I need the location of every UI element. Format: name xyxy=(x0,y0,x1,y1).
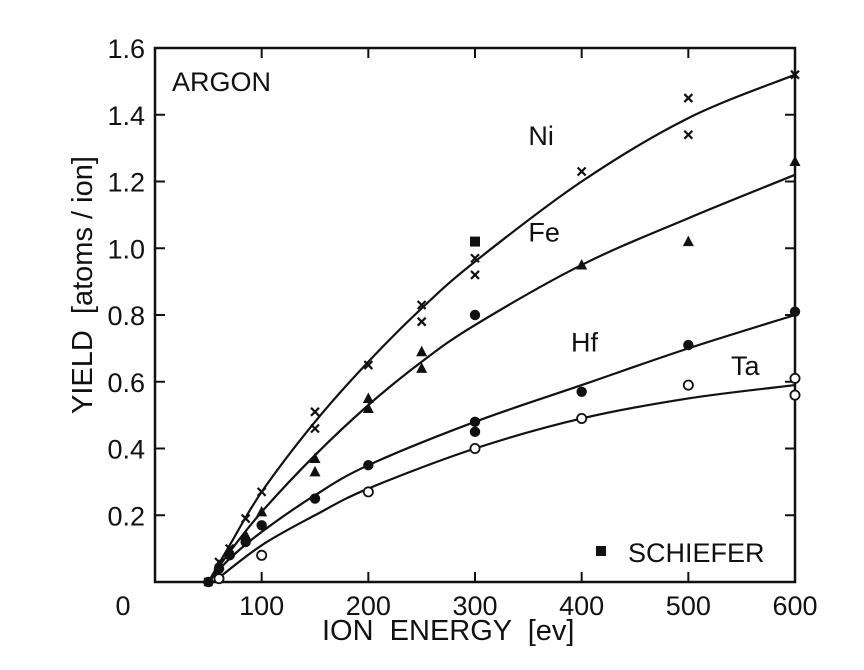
x-tick-label: 500 xyxy=(666,591,711,621)
legend-marker xyxy=(596,546,606,556)
point-ta xyxy=(469,442,481,454)
point-fe xyxy=(682,235,694,247)
point-hf xyxy=(469,426,481,438)
point-ni xyxy=(310,423,320,434)
point-ni-stroke xyxy=(416,300,427,310)
y-tick-label: 1.2 xyxy=(107,168,145,198)
y-tick-label: 0.8 xyxy=(107,301,145,331)
curve-fe xyxy=(207,173,796,583)
point-ni-stroke xyxy=(310,407,320,417)
point-fe xyxy=(256,505,268,517)
legend-label: SCHIEFER xyxy=(628,538,765,568)
point-ni xyxy=(790,69,800,80)
point-ni xyxy=(416,316,427,327)
point-ni xyxy=(470,253,480,264)
point-hf xyxy=(789,306,801,317)
point-ni-stroke xyxy=(683,93,694,103)
point-ni-stroke xyxy=(470,270,480,280)
point-ta xyxy=(789,389,801,401)
y-tick-label: 0.4 xyxy=(107,435,145,465)
point-hf xyxy=(224,550,235,561)
markers-group xyxy=(203,69,801,588)
point-ta xyxy=(682,379,694,391)
x-tick-label: 600 xyxy=(772,591,817,621)
point-ta xyxy=(789,372,801,384)
point-ni xyxy=(240,513,251,524)
point-ni xyxy=(683,93,694,103)
y-tick-label: 1.6 xyxy=(107,34,145,64)
point-ni xyxy=(470,270,480,280)
point-fe xyxy=(309,452,321,464)
point-hf xyxy=(469,416,481,427)
x-tick-label: 300 xyxy=(452,591,497,621)
point-hf xyxy=(469,309,481,321)
point-ni xyxy=(363,360,374,370)
point-hf xyxy=(240,536,251,548)
point-ni-stroke xyxy=(470,253,480,264)
axes-group: 0 100 200 300 400 500 600 0.2 0.4 0.6 0.8 1.0 1.2 1.4… xyxy=(107,34,817,621)
x-axis-label: ION ENERGY [ev] xyxy=(322,615,574,647)
panel-label: ARGON xyxy=(172,67,271,97)
point-ni-stroke xyxy=(576,166,587,177)
point-ta xyxy=(256,549,268,561)
y-tick-label: 1.4 xyxy=(107,101,145,131)
point-hf xyxy=(683,339,694,351)
point-hf xyxy=(256,520,267,531)
point-fe xyxy=(362,392,374,403)
point-hf xyxy=(309,493,321,504)
point-fe xyxy=(416,362,428,373)
point-hf xyxy=(576,386,587,397)
point-ni-stroke xyxy=(416,316,427,327)
point-ta xyxy=(213,573,225,585)
y-tick-label: 1.0 xyxy=(107,234,145,264)
x-tick-label: 0 xyxy=(115,591,130,621)
point-ni xyxy=(576,166,587,177)
point-ni xyxy=(310,407,320,417)
point-ni-stroke xyxy=(240,513,251,524)
y-axis-label: YIELD [atoms / ion] xyxy=(67,156,99,414)
point-fe xyxy=(789,155,801,166)
point-ni-stroke xyxy=(683,129,694,140)
x-tick-label: 400 xyxy=(559,591,604,621)
point-fe xyxy=(362,402,374,413)
curve-label-hf: Hf xyxy=(571,328,598,358)
x-tick-label: 200 xyxy=(346,591,391,621)
curve-ni xyxy=(207,73,796,583)
point-ni xyxy=(256,487,267,497)
curve-label-ni: Ni xyxy=(528,121,554,151)
point-schiefer xyxy=(470,236,480,247)
curves-group xyxy=(207,73,796,583)
point-ni xyxy=(683,129,694,140)
point-ni xyxy=(416,300,427,310)
curve-label-fe: Fe xyxy=(528,218,560,248)
point-ni-stroke xyxy=(310,423,320,434)
y-tick-label: 0.6 xyxy=(107,368,145,398)
point-fe xyxy=(240,529,252,540)
curve-ta xyxy=(212,383,796,583)
point-fe xyxy=(309,465,321,477)
point-hf xyxy=(203,576,214,588)
point-fe xyxy=(576,258,588,270)
point-ta xyxy=(576,412,588,424)
labels-group: ARGON ION ENERGY [ev] YIELD [atoms / ion… xyxy=(67,67,765,647)
point-ni-stroke xyxy=(790,69,800,80)
point-ni-stroke xyxy=(256,487,267,497)
curve-label-ta: Ta xyxy=(731,351,761,381)
point-ta xyxy=(362,486,374,498)
y-tick-label: 0.2 xyxy=(107,501,145,531)
point-ni-stroke xyxy=(363,360,374,370)
point-hf xyxy=(213,563,225,574)
point-fe xyxy=(416,345,428,357)
x-tick-label: 100 xyxy=(239,591,284,621)
point-hf xyxy=(363,459,374,471)
